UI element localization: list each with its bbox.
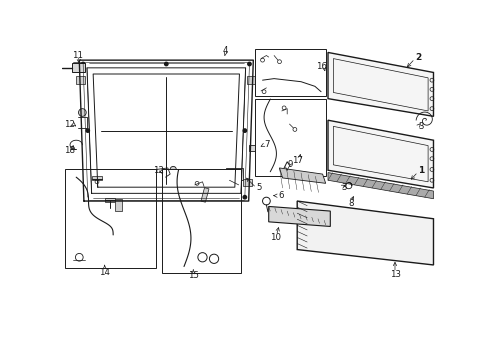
Polygon shape: [279, 168, 325, 183]
Text: 8: 8: [348, 199, 354, 208]
Text: 5: 5: [256, 184, 262, 193]
Bar: [248, 145, 256, 151]
Text: 3: 3: [417, 122, 423, 131]
Text: 9: 9: [286, 160, 292, 169]
Polygon shape: [297, 201, 432, 265]
Circle shape: [81, 62, 84, 66]
Polygon shape: [327, 172, 432, 199]
Bar: [71, 63, 85, 72]
Bar: [76, 76, 85, 84]
Text: 12: 12: [64, 120, 75, 129]
Polygon shape: [327, 120, 432, 188]
Text: 4: 4: [222, 46, 227, 55]
Text: 14: 14: [99, 268, 110, 277]
Text: 12: 12: [153, 166, 164, 175]
Bar: [201, 188, 208, 202]
Text: 3: 3: [341, 184, 346, 193]
Text: 10: 10: [270, 233, 281, 242]
Circle shape: [164, 62, 168, 66]
Text: 2: 2: [414, 53, 420, 62]
Bar: [81, 179, 90, 186]
Bar: [115, 199, 122, 211]
Circle shape: [86, 129, 89, 132]
Circle shape: [164, 195, 168, 199]
Circle shape: [243, 129, 246, 132]
Text: 17: 17: [291, 156, 302, 165]
Circle shape: [79, 109, 86, 116]
Circle shape: [247, 62, 251, 66]
Circle shape: [86, 195, 89, 199]
Text: 7: 7: [264, 140, 269, 149]
Bar: [246, 76, 256, 84]
Polygon shape: [327, 53, 432, 116]
Bar: [225, 168, 242, 180]
Text: 13: 13: [389, 270, 400, 279]
Bar: [257, 143, 264, 153]
Bar: [242, 179, 251, 186]
Text: 15: 15: [187, 271, 198, 280]
Bar: [254, 49, 325, 95]
Circle shape: [243, 195, 246, 199]
Text: 1: 1: [417, 166, 424, 175]
Text: 11: 11: [71, 51, 82, 60]
Bar: [65, 170, 156, 268]
Bar: [254, 99, 325, 176]
Polygon shape: [268, 206, 329, 226]
Text: 16: 16: [316, 62, 327, 71]
Text: 6: 6: [277, 191, 283, 200]
Circle shape: [170, 166, 176, 172]
Bar: [162, 170, 241, 273]
Text: 18: 18: [64, 147, 75, 156]
Bar: [104, 198, 115, 202]
Bar: [91, 176, 102, 180]
